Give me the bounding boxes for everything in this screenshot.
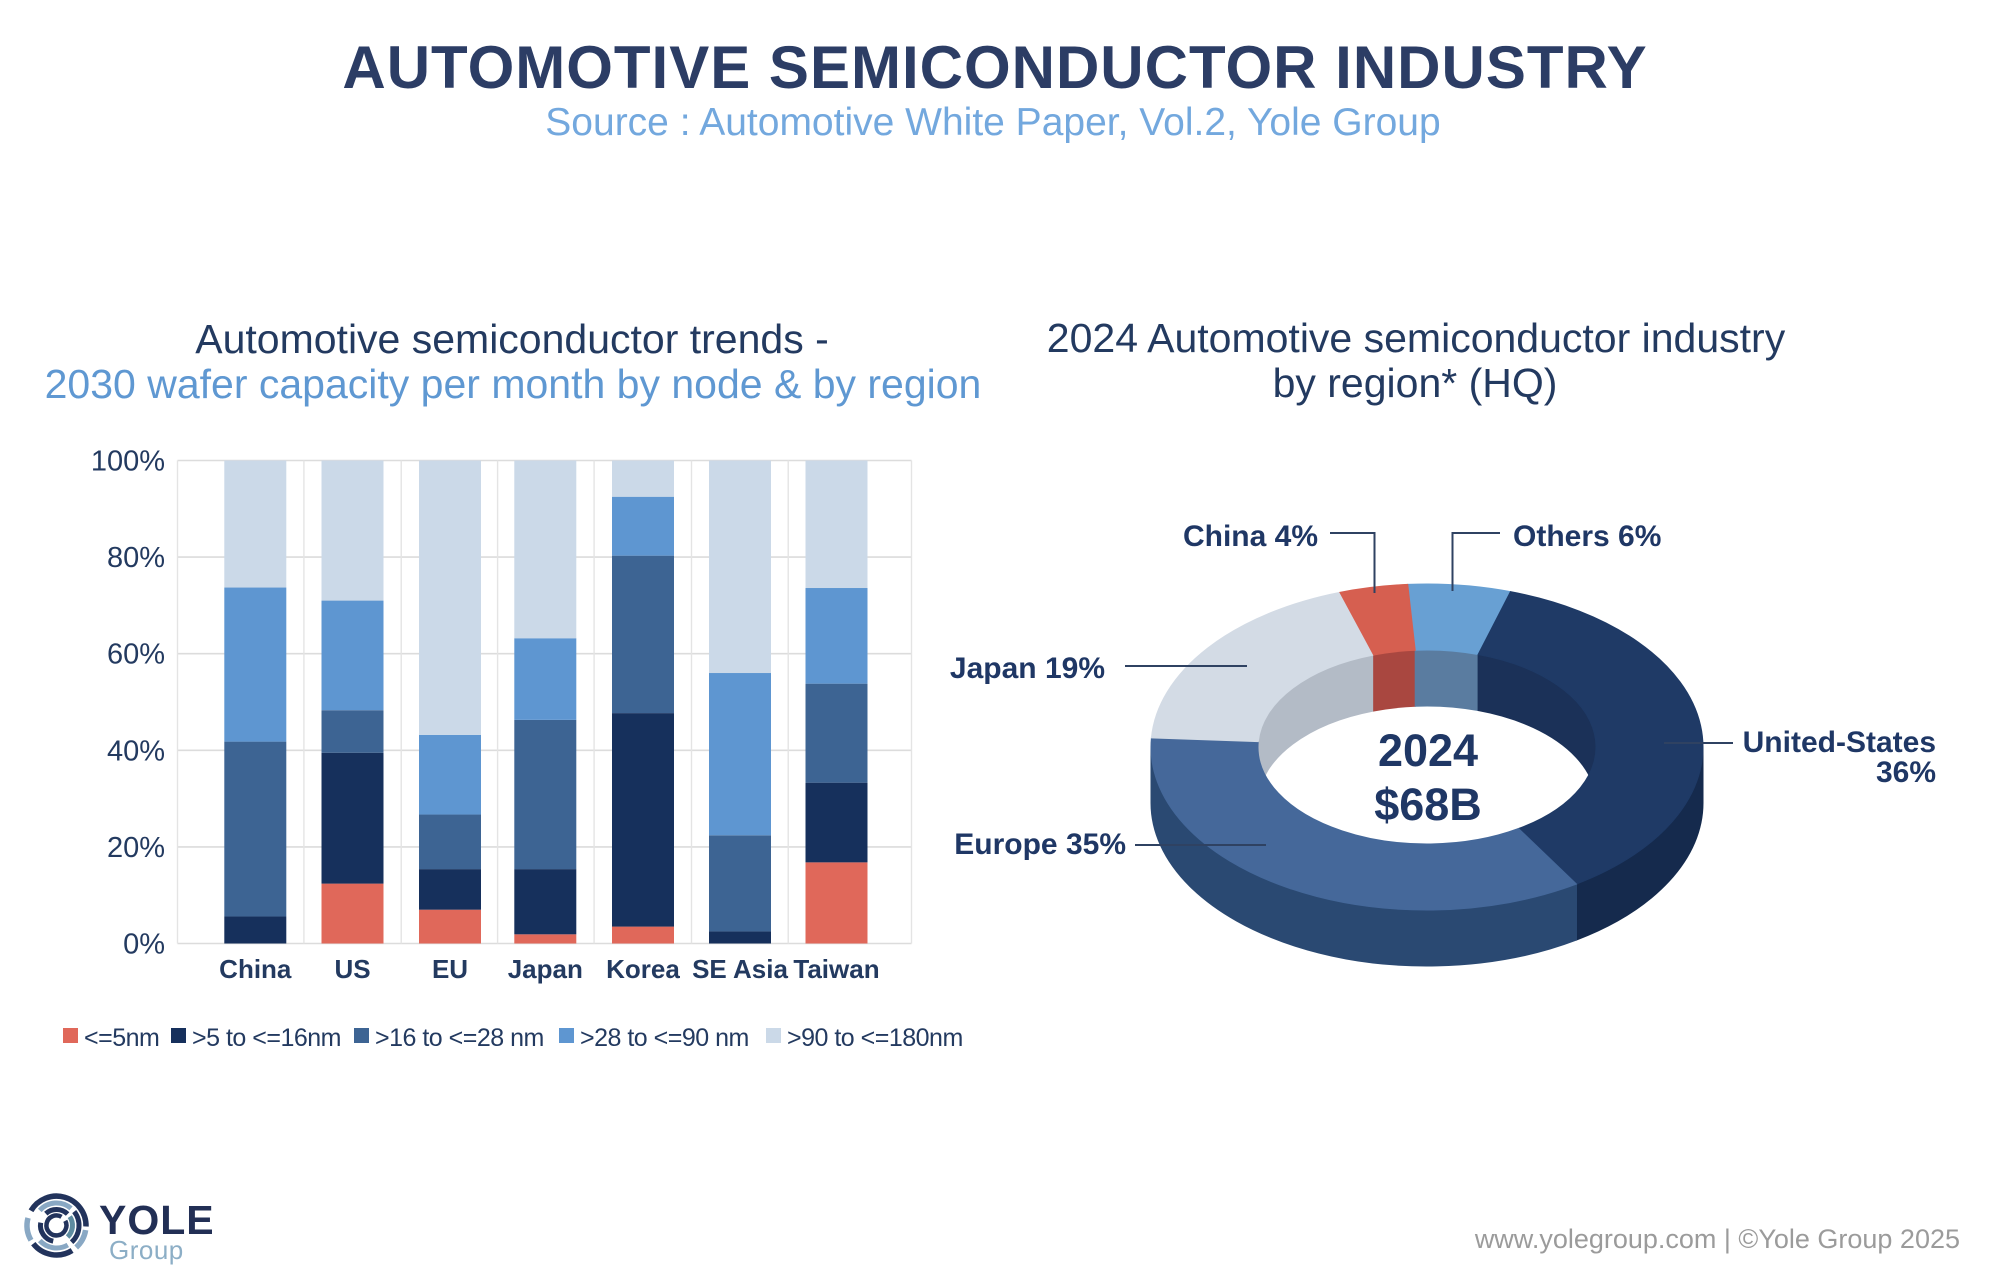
svg-text:>28 to <=90 nm: >28 to <=90 nm [580, 1024, 749, 1052]
svg-text:Japan: Japan [508, 954, 583, 984]
svg-text:80%: 80% [107, 542, 165, 574]
svg-text:by region* (HQ): by region* (HQ) [1273, 360, 1558, 406]
svg-text:YOLE: YOLE [99, 1197, 215, 1243]
svg-text:Group: Group [109, 1235, 184, 1265]
svg-text:100%: 100% [91, 446, 165, 478]
svg-text:EU: EU [432, 954, 468, 984]
svg-text:40%: 40% [107, 735, 165, 767]
svg-text:36%: 36% [1876, 756, 1936, 789]
svg-text:$68B: $68B [1374, 779, 1482, 830]
svg-text:<=5nm: <=5nm [84, 1024, 159, 1052]
svg-text:0%: 0% [123, 929, 165, 961]
svg-text:China: China [219, 954, 292, 984]
svg-text:2024: 2024 [1378, 725, 1478, 776]
svg-text:>16 to <=28 nm: >16 to <=28 nm [375, 1024, 544, 1052]
svg-text:>90 to <=180nm: >90 to <=180nm [787, 1024, 963, 1052]
svg-text:US: US [334, 954, 370, 984]
svg-text:China 4%: China 4% [1183, 520, 1318, 553]
svg-text:AUTOMOTIVE SEMICONDUCTOR INDUS: AUTOMOTIVE SEMICONDUCTOR INDUSTRY [342, 34, 1647, 101]
svg-text:Japan 19%: Japan 19% [950, 652, 1105, 685]
svg-text:Korea: Korea [606, 954, 680, 984]
svg-text:Others 6%: Others 6% [1513, 520, 1661, 553]
svg-text:SE Asia: SE Asia [692, 954, 788, 984]
svg-text:Taiwan: Taiwan [793, 954, 879, 984]
svg-text:Automotive semiconductor trend: Automotive semiconductor trends - [195, 316, 829, 362]
svg-text:Europe 35%: Europe 35% [954, 828, 1126, 861]
svg-text:2024 Automotive semiconductor: 2024 Automotive semiconductor industry [1047, 315, 1786, 361]
svg-text:United-States: United-States [1743, 726, 1936, 759]
svg-text:20%: 20% [107, 832, 165, 864]
svg-text:>5 to <=16nm: >5 to <=16nm [192, 1024, 341, 1052]
svg-text:Source : Automotive White Pape: Source : Automotive White Paper, Vol.2, … [545, 101, 1440, 144]
svg-text:www.yolegroup.com | ©Yole Grou: www.yolegroup.com | ©Yole Group 2025 [1474, 1224, 1960, 1254]
svg-text:2030 wafer capacity per month: 2030 wafer capacity per month by node & … [45, 361, 982, 407]
svg-text:60%: 60% [107, 639, 165, 671]
